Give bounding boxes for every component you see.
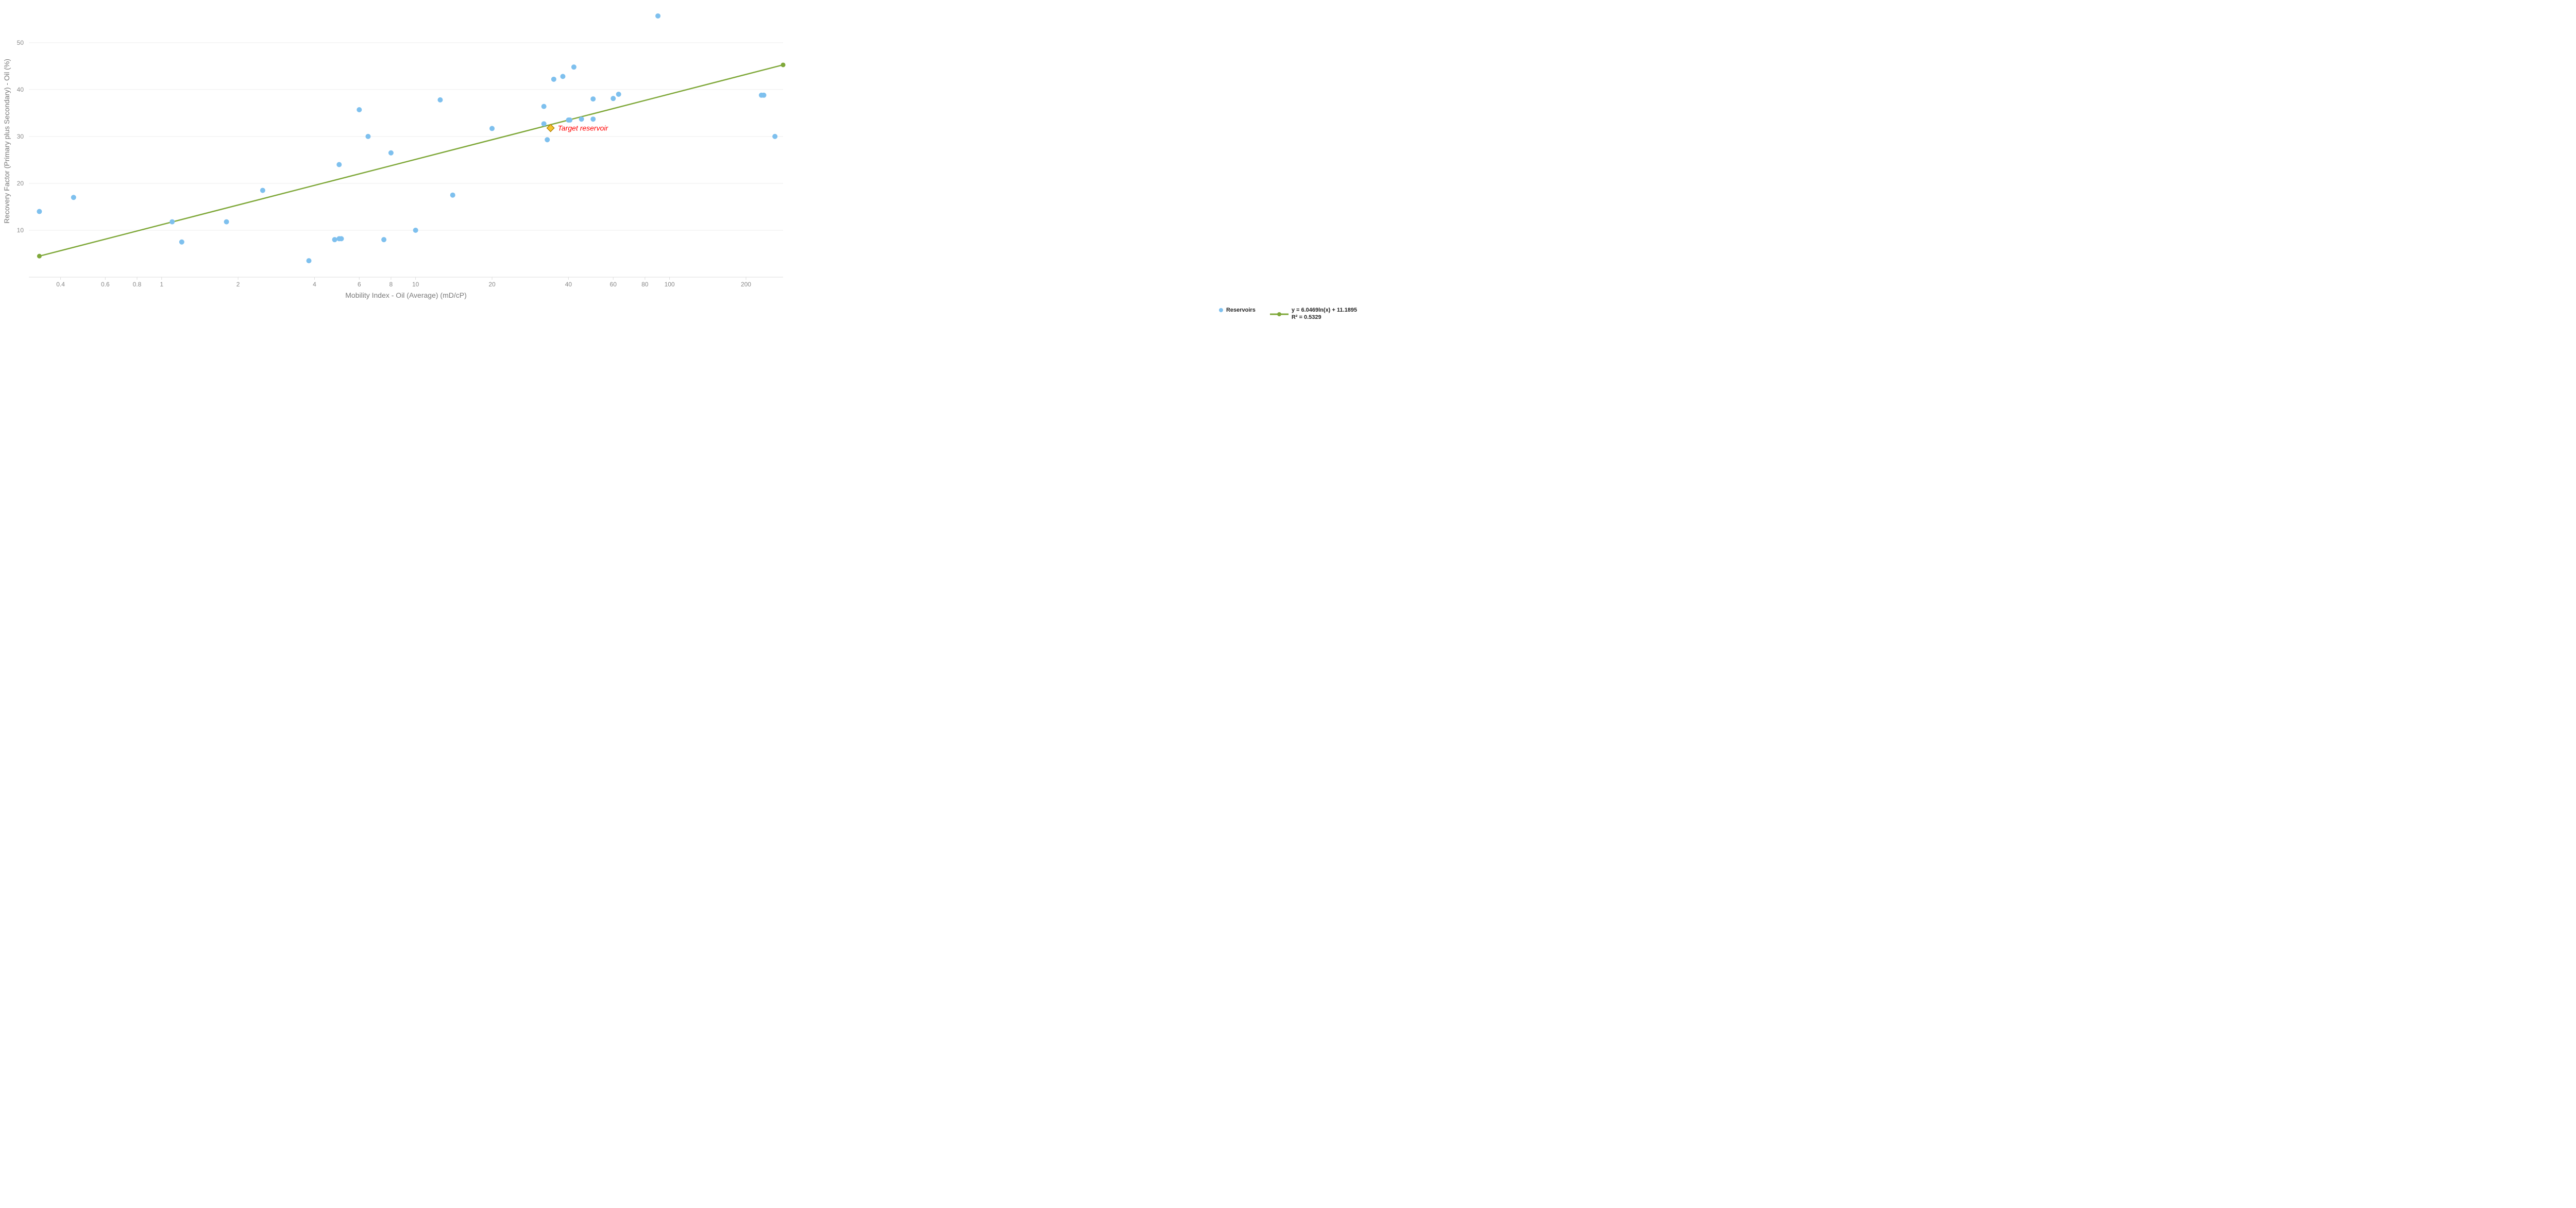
legend-item-reservoirs: Reservoirs bbox=[1219, 307, 1256, 313]
svg-text:Recovery Factor (Primary plus: Recovery Factor (Primary plus Secondary)… bbox=[3, 59, 11, 224]
svg-text:200: 200 bbox=[741, 281, 751, 288]
svg-text:60: 60 bbox=[610, 281, 617, 288]
svg-text:0.8: 0.8 bbox=[133, 281, 142, 288]
svg-text:20: 20 bbox=[17, 180, 24, 187]
scatter-chart: 10 20 30 40 50 0.4 0.6 0.8 1 2 4 6 8 10 20 40 60 80 100 200… bbox=[0, 0, 2576, 332]
legend-reservoirs-label: Reservoirs bbox=[1226, 307, 1256, 313]
svg-text:10: 10 bbox=[17, 227, 24, 234]
legend-regression-eq: y = 6.0469ln(x) + 11.1895 bbox=[1292, 307, 1357, 314]
svg-text:10: 10 bbox=[412, 281, 419, 288]
svg-text:20: 20 bbox=[488, 281, 496, 288]
svg-text:Target reservoir: Target reservoir bbox=[558, 124, 609, 132]
svg-text:30: 30 bbox=[17, 133, 24, 140]
svg-text:80: 80 bbox=[641, 281, 649, 288]
legend-line-icon bbox=[1270, 312, 1289, 317]
svg-text:2: 2 bbox=[236, 281, 240, 288]
legend-regression-label: y = 6.0469ln(x) + 11.1895 R² = 0.5329 bbox=[1292, 307, 1357, 321]
svg-text:Mobility Index - Oil (Average): Mobility Index - Oil (Average) (mD/cP) bbox=[345, 291, 466, 299]
legend-dot-icon bbox=[1219, 308, 1223, 312]
svg-text:40: 40 bbox=[17, 86, 24, 93]
legend: Reservoirs y = 6.0469ln(x) + 11.1895 R² … bbox=[0, 304, 2576, 332]
svg-text:40: 40 bbox=[565, 281, 572, 288]
svg-text:0.6: 0.6 bbox=[101, 281, 110, 288]
chart-svg: 10 20 30 40 50 0.4 0.6 0.8 1 2 4 6 8 10 20 40 60 80 100 200… bbox=[0, 0, 793, 304]
legend-item-regression: y = 6.0469ln(x) + 11.1895 R² = 0.5329 bbox=[1270, 307, 1357, 321]
svg-text:4: 4 bbox=[313, 281, 316, 288]
svg-text:50: 50 bbox=[17, 39, 24, 46]
svg-text:1: 1 bbox=[160, 281, 163, 288]
svg-text:100: 100 bbox=[665, 281, 675, 288]
svg-text:0.4: 0.4 bbox=[56, 281, 65, 288]
svg-text:6: 6 bbox=[358, 281, 361, 288]
svg-text:8: 8 bbox=[389, 281, 393, 288]
legend-regression-r2: R² = 0.5329 bbox=[1292, 314, 1357, 321]
